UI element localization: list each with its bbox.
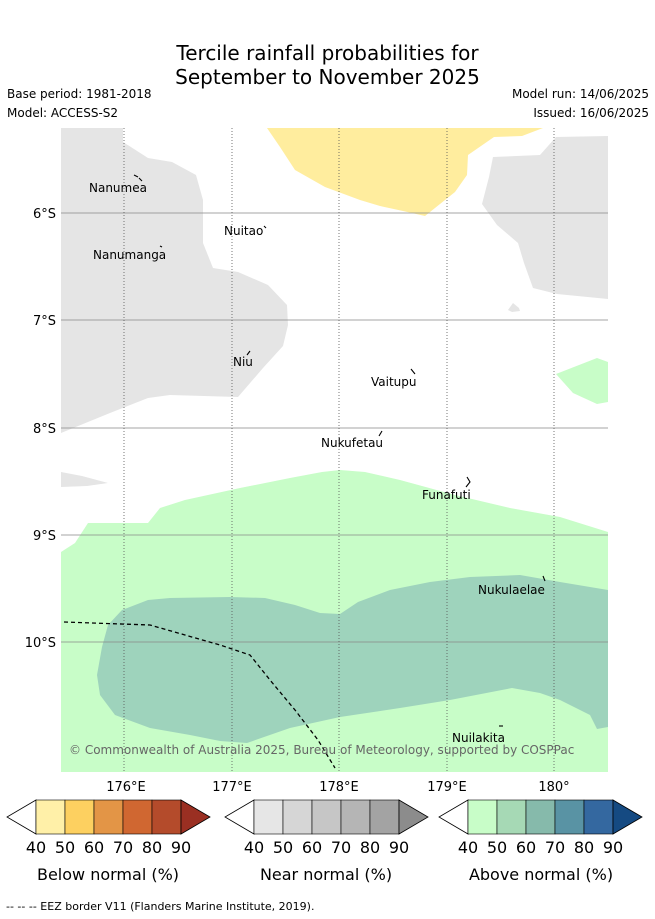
latitude-gridlines	[61, 212, 608, 643]
legend-swatch	[35, 799, 66, 835]
eez-footer-note: -- -- -- EEZ border V11 (Flanders Marine…	[6, 900, 315, 913]
legend-swatch	[583, 799, 614, 835]
legend-swatch	[122, 799, 153, 835]
model-name: Model: ACCESS-S2	[7, 106, 119, 120]
legend-tick-label: 50	[55, 838, 75, 857]
legend-label-below: Below normal (%)	[37, 865, 179, 884]
legend-swatch	[369, 799, 400, 835]
legend-tick-label: 70	[545, 838, 565, 857]
legend-swatch-below-40	[224, 799, 255, 835]
near-normal-islet-east	[508, 303, 520, 312]
legend-swatch	[64, 799, 95, 835]
legend-tick-label: 80	[360, 838, 380, 857]
legend-swatch-above-90	[180, 799, 211, 835]
near-normal-region-southwest	[61, 472, 108, 487]
below-normal-region	[267, 128, 543, 216]
lat-tick-label: 10°S	[25, 636, 56, 651]
legend-tick-label: 70	[113, 838, 133, 857]
legend-swatch	[282, 799, 313, 835]
legend-tick-label: 50	[487, 838, 507, 857]
lon-tick-label: 178°E	[319, 780, 359, 795]
map-figure: Nanumea Nuitao Nanumanga Niu Vaitupu Nuk…	[6, 128, 643, 884]
lon-tick-label: 177°E	[212, 780, 252, 795]
place-label-nanumanga: Nanumanga	[93, 248, 166, 262]
legend-tick-label: 50	[273, 838, 293, 857]
legend-swatch-above-90	[612, 799, 643, 835]
place-label-funafuti: Funafuti	[422, 488, 471, 502]
legend-above-normal: 40 50 60 70 80 90	[438, 799, 643, 857]
eez-border	[63, 621, 336, 769]
lat-tick-label: 8°S	[33, 422, 56, 437]
above-normal-region-60	[97, 575, 608, 743]
legend-swatch-below-40	[6, 799, 37, 835]
legend-tick-label: 70	[331, 838, 351, 857]
issued-date: Issued: 16/06/2025	[533, 106, 649, 120]
legend-swatch-below-40	[438, 799, 469, 835]
legend-swatch	[93, 799, 124, 835]
lat-tick-label: 7°S	[33, 314, 56, 329]
near-normal-region-east	[482, 136, 608, 299]
legend-tick-label: 90	[603, 838, 623, 857]
legend-tick-label: 90	[389, 838, 409, 857]
lon-tick-label: 179°E	[427, 780, 467, 795]
chart-title-line1: Tercile rainfall probabilities for	[176, 41, 479, 65]
legend-label-above: Above normal (%)	[469, 865, 613, 884]
legend-swatch	[496, 799, 527, 835]
legend-tick-label: 60	[516, 838, 536, 857]
longitude-gridlines	[123, 128, 555, 772]
copyright-notice: © Commonwealth of Australia 2025, Bureau…	[69, 743, 574, 757]
legend-below-normal: 40 50 60 70 80 90	[6, 799, 211, 857]
legend-tick-label: 40	[458, 838, 478, 857]
place-label-nukufetau: Nukufetau	[321, 436, 383, 450]
legend-swatch	[554, 799, 585, 835]
legend-label-near: Near normal (%)	[260, 865, 392, 884]
legend-swatch	[340, 799, 371, 835]
lon-tick-label: 180°	[538, 780, 569, 795]
legend-tick-label: 60	[302, 838, 322, 857]
chart-title-line2: September to November 2025	[175, 65, 480, 89]
legend-swatch	[151, 799, 182, 835]
legend-tick-label: 80	[574, 838, 594, 857]
island-shapes	[133, 174, 546, 727]
model-run: Model run: 14/06/2025	[511, 87, 649, 101]
base-period: Base period: 1981-2018	[7, 87, 152, 101]
lat-tick-label: 9°S	[33, 529, 56, 544]
legend-tick-label: 40	[244, 838, 264, 857]
near-normal-region-west	[61, 128, 288, 433]
legend-swatch	[253, 799, 284, 835]
legend-swatch-above-90	[398, 799, 429, 835]
place-label-nanumea: Nanumea	[89, 181, 147, 195]
place-label-nuitao: Nuitao	[224, 224, 263, 238]
legend-swatch	[525, 799, 556, 835]
lon-tick-label: 176°E	[106, 780, 146, 795]
legend-tick-label: 80	[142, 838, 162, 857]
place-label-nukulaelae: Nukulaelae	[478, 583, 545, 597]
map-area	[61, 128, 608, 772]
legend-swatch	[467, 799, 498, 835]
place-label-niu: Niu	[233, 355, 253, 369]
legend-near-normal: 40 50 60 70 80 90	[224, 799, 429, 857]
place-label-nuilakita: Nuilakita	[452, 731, 505, 745]
place-label-vaitupu: Vaitupu	[371, 375, 417, 389]
legend-tick-label: 60	[84, 838, 104, 857]
legend-swatch	[311, 799, 342, 835]
above-normal-region-east	[556, 358, 608, 404]
lat-tick-label: 6°S	[33, 207, 56, 222]
legend-tick-label: 40	[26, 838, 46, 857]
legend-tick-label: 90	[171, 838, 191, 857]
